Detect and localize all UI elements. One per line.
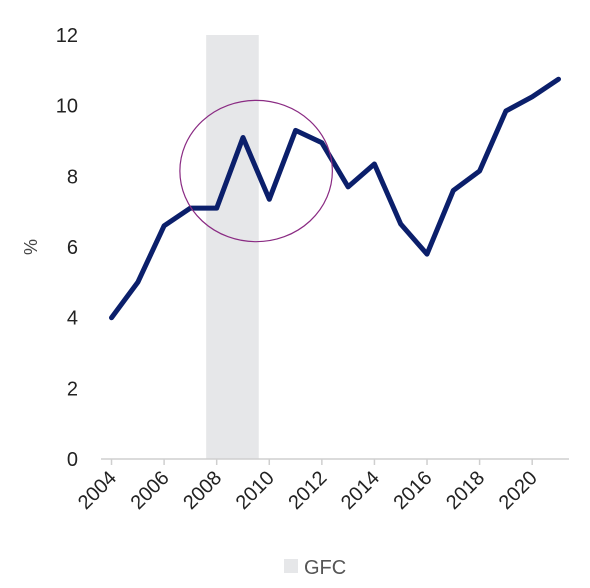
y-tick-label: 0 <box>67 449 78 471</box>
x-tick-label: 2004 <box>74 467 121 514</box>
annotation-layer <box>179 99 333 243</box>
series-line <box>109 76 561 321</box>
legend-label-gfc: GFC <box>304 557 346 579</box>
x-tick-label: 2012 <box>284 467 331 514</box>
x-tick-label: 2018 <box>442 467 489 514</box>
y-tick-label: 10 <box>56 96 78 118</box>
legend-swatch-gfc <box>284 559 298 573</box>
y-tick-label: 8 <box>67 166 78 188</box>
axes: 0 2 4 6 8 10 12 2004 2006 2008 2010 2012 2014 2016 201… <box>56 25 569 514</box>
legend: GFC <box>284 557 346 579</box>
x-tick-label: 2008 <box>179 467 226 514</box>
y-tick-label: 12 <box>56 25 78 47</box>
x-tick-label: 2010 <box>232 467 279 514</box>
y-tick-label: 4 <box>67 308 78 330</box>
y-tick-label: 2 <box>67 378 78 400</box>
series-layer <box>109 76 561 321</box>
gfc-shaded-band <box>206 35 259 459</box>
x-tick-label: 2020 <box>495 467 542 514</box>
gfc-shaded-region-layer <box>206 35 259 459</box>
x-tick-label: 2006 <box>127 467 174 514</box>
x-tick-label: 2016 <box>390 467 437 514</box>
y-tick-label: 6 <box>67 237 78 259</box>
x-tick-label: 2014 <box>337 467 384 514</box>
annotation-circle <box>179 99 333 243</box>
y-axis-title: % <box>21 239 41 255</box>
